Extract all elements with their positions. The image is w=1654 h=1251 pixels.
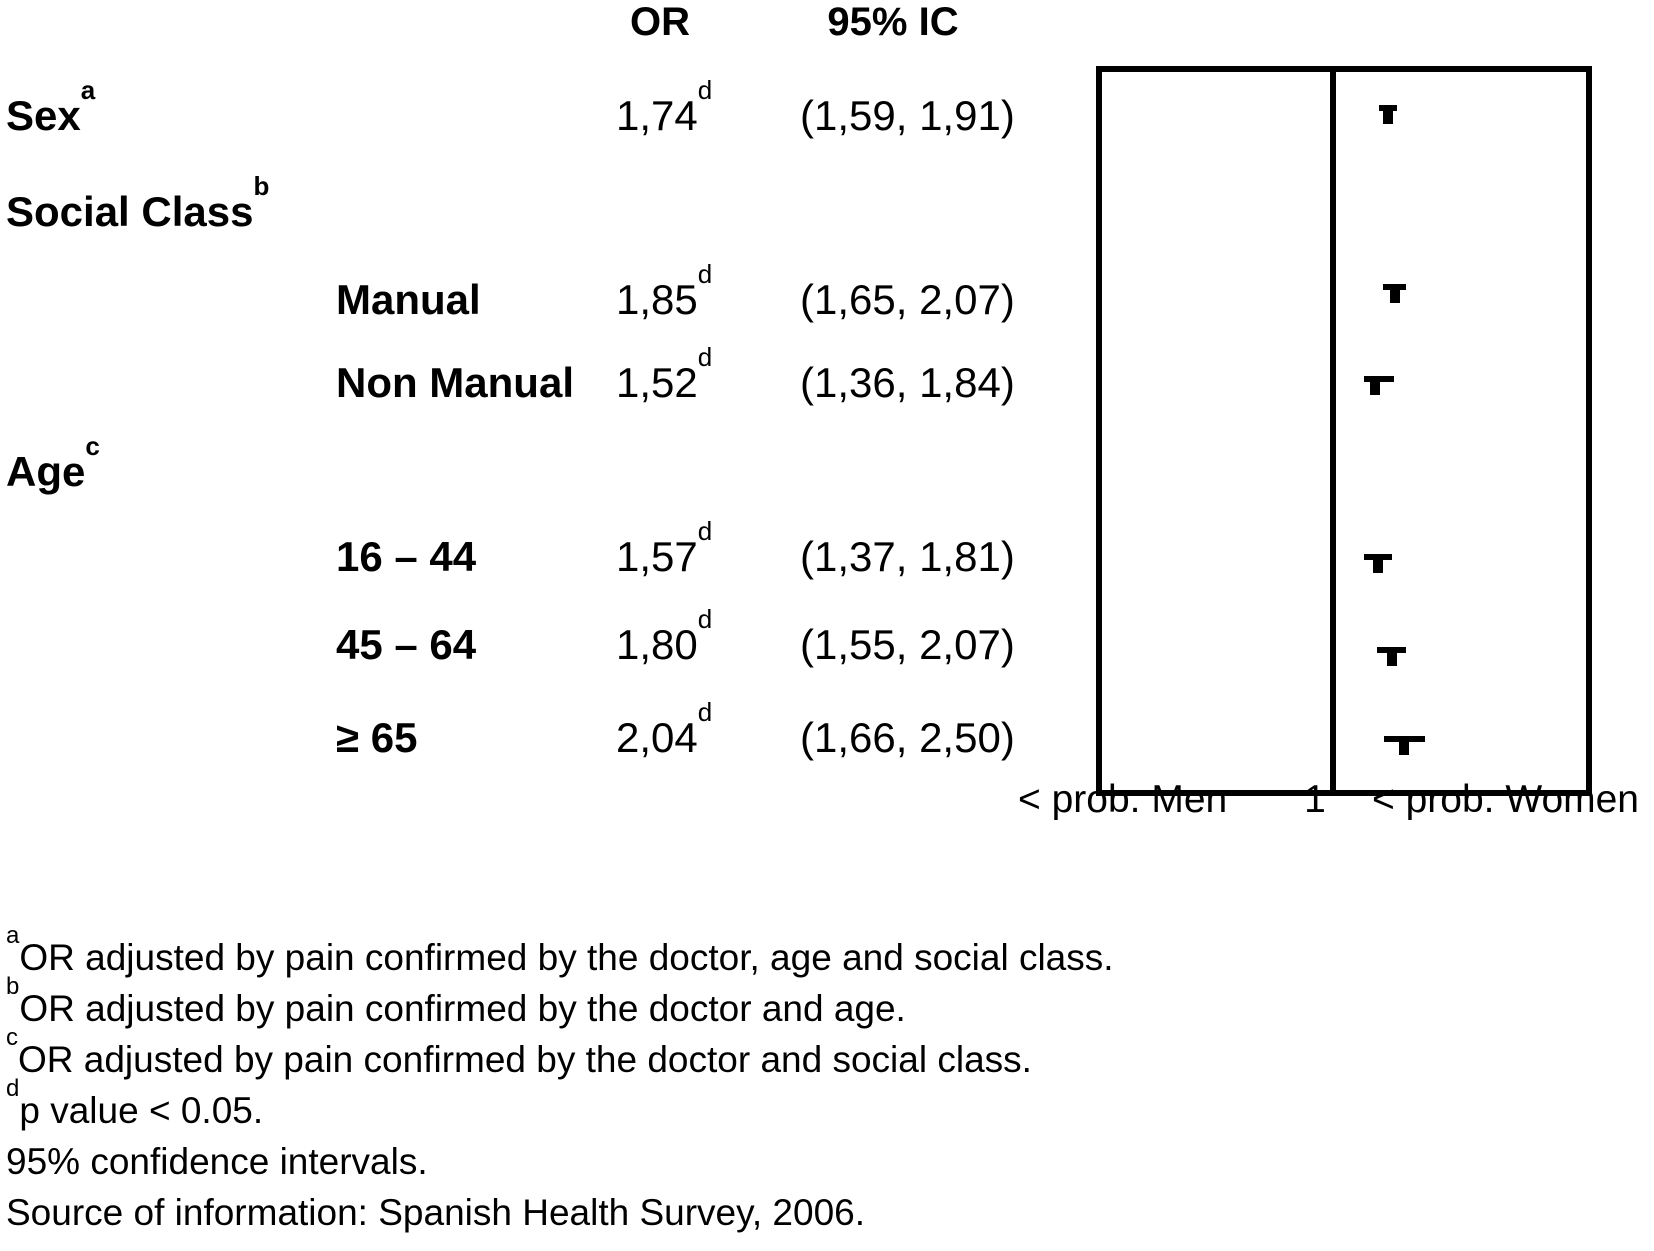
table-row-sex: Sexa 1,74d (1,59, 1,91) xyxy=(0,75,1030,140)
or-value: 1,57d xyxy=(616,516,713,580)
or-value: 1,52d xyxy=(616,342,713,406)
point-estimate-marker xyxy=(1370,380,1380,395)
footnote-c: cOR adjusted by pain confirmed by the do… xyxy=(6,1023,1032,1080)
axis-label-men: < prob. Men xyxy=(1018,778,1228,821)
footnote-ci: 95% confidence intervals. xyxy=(6,1141,428,1182)
row-label: Sexa xyxy=(6,75,96,139)
footnote-marker: d xyxy=(697,516,713,546)
row-label: Non Manual xyxy=(336,359,574,406)
footnote-marker: c xyxy=(85,431,100,461)
table-row-manual: Manual 1,85d (1,65, 2,07) xyxy=(0,259,1030,324)
ci-bar xyxy=(1377,647,1406,653)
point-estimate-marker xyxy=(1373,558,1383,573)
ci-value: (1,65, 2,07) xyxy=(800,276,1015,323)
plot-frame xyxy=(1096,66,1592,796)
footnote-source: Source of information: Spanish Health Su… xyxy=(6,1192,866,1233)
point-estimate-marker xyxy=(1390,288,1400,303)
footnote-b: bOR adjusted by pain confirmed by the do… xyxy=(6,972,906,1029)
or-value: 1,80d xyxy=(616,604,713,668)
footnotes: aOR adjusted by pain confirmed by the do… xyxy=(6,921,1114,1238)
column-header-or: OR xyxy=(630,0,690,44)
ci-bar xyxy=(1383,284,1406,290)
row-label: Agec xyxy=(6,431,100,495)
ci-bar xyxy=(1379,105,1397,111)
or-value: 2,04d xyxy=(616,697,713,761)
row-label: ≥ 65 xyxy=(336,714,418,761)
table-row-65-plus: ≥ 65 2,04d (1,66, 2,50) xyxy=(0,697,1030,762)
point-estimate-marker xyxy=(1399,740,1409,755)
footnote-d: dp value < 0.05. xyxy=(6,1074,264,1131)
footnote-marker: d xyxy=(697,75,713,105)
footnote-marker: a xyxy=(80,75,96,105)
table-row-45-64: 45 – 64 1,80d (1,55, 2,07) xyxy=(0,604,1030,669)
column-header-95ic: 95% IC xyxy=(827,0,959,44)
or-value: 1,74d xyxy=(616,75,713,139)
ci-value: (1,66, 2,50) xyxy=(800,714,1015,761)
ci-value: (1,37, 1,81) xyxy=(800,533,1015,580)
ci-value: (1,36, 1,84) xyxy=(800,359,1015,406)
ci-bar xyxy=(1364,554,1392,560)
table-row-age: Agec xyxy=(0,431,1030,496)
row-label: Social Classb xyxy=(6,171,270,235)
footnote-marker: d xyxy=(697,604,713,634)
ci-bar xyxy=(1364,376,1394,382)
footnote-marker: d xyxy=(697,342,713,372)
axis-label-women: < prob. Women xyxy=(1372,778,1640,821)
row-label: 16 – 44 xyxy=(336,533,477,580)
footnote-a: aOR adjusted by pain confirmed by the do… xyxy=(6,921,1114,978)
footnote-marker: b xyxy=(253,171,270,201)
axis-tick-1: 1 xyxy=(1304,778,1326,821)
reference-line xyxy=(1330,66,1336,796)
ci-value: (1,55, 2,07) xyxy=(800,621,1015,668)
or-value: 1,85d xyxy=(616,259,713,323)
table-row-social-class: Social Classb xyxy=(0,171,1030,236)
point-estimate-marker xyxy=(1383,109,1393,124)
footnote-marker: d xyxy=(697,697,713,727)
table-row-non-manual: Non Manual 1,52d (1,36, 1,84) xyxy=(0,342,1030,407)
point-estimate-marker xyxy=(1387,651,1397,666)
ci-bar xyxy=(1384,736,1425,742)
row-label: Manual xyxy=(336,276,481,323)
ci-value: (1,59, 1,91) xyxy=(800,92,1015,139)
row-label: 45 – 64 xyxy=(336,621,477,668)
table-row-16-44: 16 – 44 1,57d (1,37, 1,81) xyxy=(0,516,1030,581)
footnote-marker: d xyxy=(697,259,713,289)
